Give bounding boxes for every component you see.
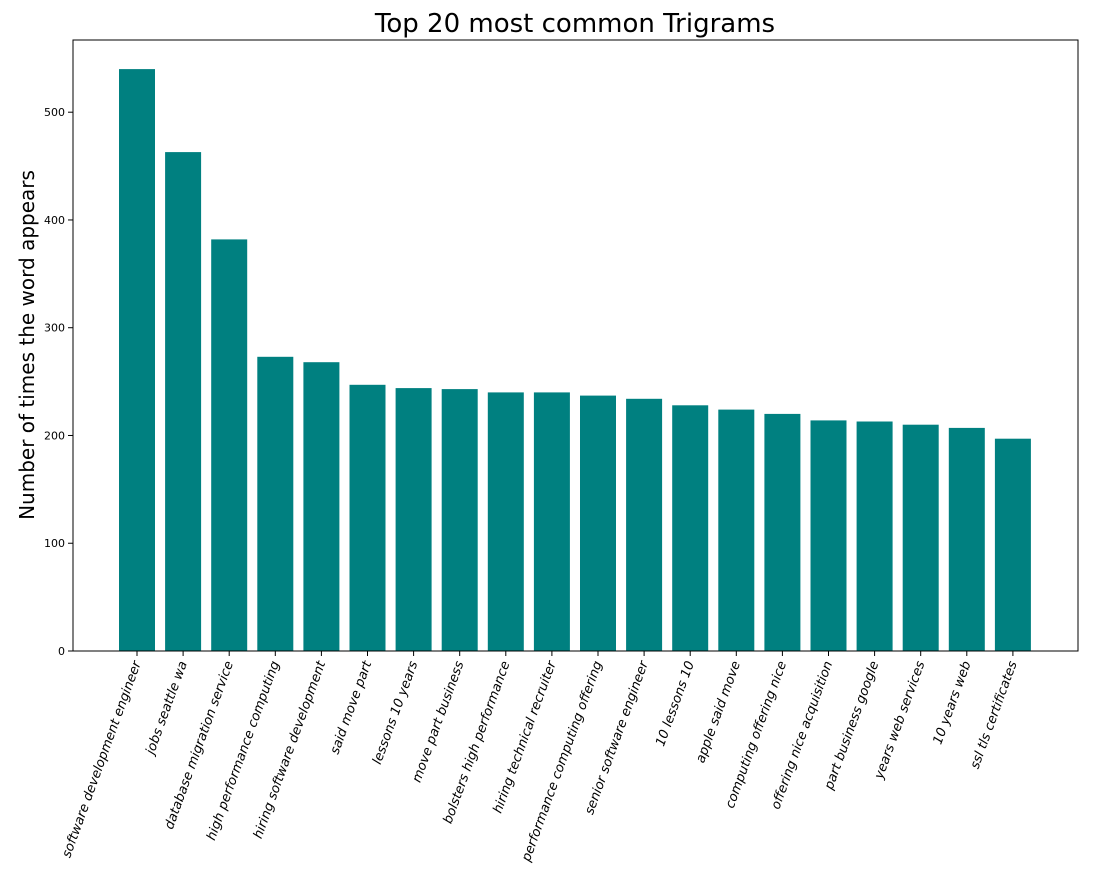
bar <box>672 405 709 651</box>
y-tick-label: 500 <box>44 106 65 119</box>
bar <box>165 152 202 651</box>
bar <box>257 356 294 651</box>
y-tick-label: 400 <box>44 214 65 227</box>
bar <box>119 69 155 652</box>
bar <box>902 424 939 651</box>
x-tick-label: 10 lessons 10 <box>653 659 698 748</box>
bar <box>533 392 570 651</box>
bar <box>441 389 478 651</box>
bar <box>994 438 1031 651</box>
bars <box>119 69 1031 652</box>
bar <box>948 427 985 651</box>
y-tick-label: 0 <box>58 645 65 658</box>
y-tick-label: 300 <box>44 322 65 335</box>
y-axis-ticks: 0 100 200 300 400 500 <box>44 106 73 658</box>
bar <box>718 409 755 651</box>
bar <box>580 395 616 651</box>
bar <box>810 420 847 651</box>
x-tick-label: apple said move <box>693 659 744 765</box>
y-axis-label: Number of times the word appears <box>15 170 39 520</box>
chart-title: Top 20 most common Trigrams <box>374 9 775 39</box>
x-tick-label: performance computing offering <box>519 659 606 864</box>
y-tick-label: 100 <box>44 537 65 550</box>
bar <box>303 362 340 651</box>
bar <box>487 392 524 651</box>
x-tick-label: software development engineer <box>60 658 146 860</box>
x-tick-label: ssl tls certificates <box>968 659 1021 771</box>
x-tick-label: said move part <box>328 658 376 756</box>
bar <box>395 388 432 651</box>
bar <box>764 413 801 651</box>
bar <box>626 398 663 651</box>
x-tick-label: 10 years web <box>931 659 975 746</box>
x-tick-label: lessons 10 years <box>370 659 421 766</box>
y-tick-label: 200 <box>44 429 65 442</box>
bar <box>211 239 248 651</box>
x-tick-label: move part business <box>410 659 468 785</box>
bar <box>349 384 386 651</box>
x-tick-label: jobs seattle wa <box>143 659 191 758</box>
plot-frame <box>72 39 1079 652</box>
x-tick-label: years web services <box>872 659 929 782</box>
bar <box>856 421 893 651</box>
